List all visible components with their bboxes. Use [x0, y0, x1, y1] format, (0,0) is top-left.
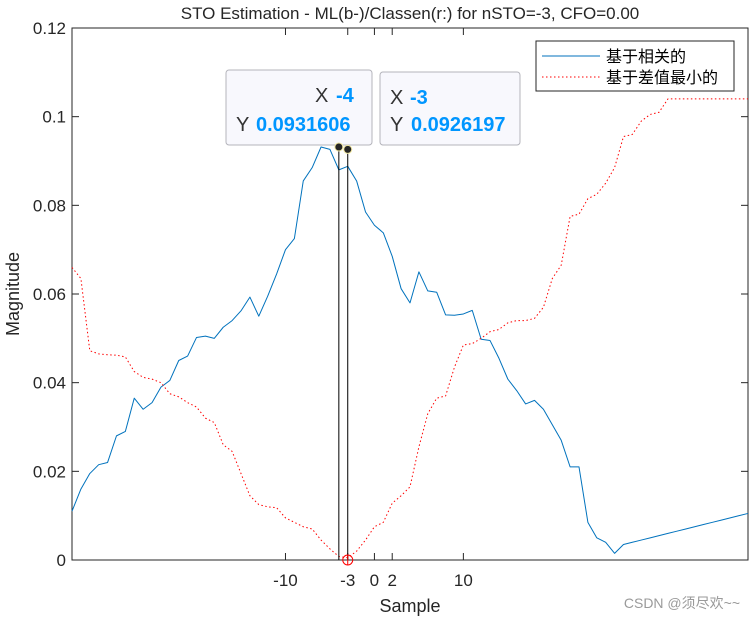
series-min-difference-line [71, 98, 748, 559]
series-layer [71, 98, 749, 559]
y-tick-label: 0.12 [33, 19, 66, 38]
y-tick-label: 0.02 [33, 462, 66, 481]
datatip-point-1[interactable] [334, 142, 344, 152]
datatip-layer: X -4 Y 0.0931606 X -3 Y 0.0926197 [225, 69, 521, 566]
datatip-2-x-label: X [390, 87, 403, 109]
datatip-box-2[interactable] [379, 71, 521, 146]
legend-label-min-difference: 基于差值最小的 [606, 69, 718, 87]
chart-title: STO Estimation - ML(b-)/Classen(r:) for … [181, 4, 640, 23]
x-axis-label: Sample [379, 596, 440, 616]
datatip-box-1[interactable] [225, 69, 373, 146]
datatip-1-y-label: Y [236, 114, 249, 136]
y-tick-label: 0.06 [33, 285, 66, 304]
datatip-point-2[interactable] [343, 144, 353, 154]
datatip-2-y-label: Y [390, 114, 403, 136]
x-tick-label: -10 [273, 571, 298, 590]
y-tick-label: 0 [57, 551, 66, 570]
series-correlation-line [71, 146, 749, 554]
x-axis: -10 -3 0 2 10 [273, 28, 473, 590]
legend: 基于相关的 基于差值最小的 [535, 40, 735, 92]
datatip-2-x-value: -3 [410, 87, 428, 109]
datatip-1-x-label: X [315, 85, 328, 107]
datatip-1-x-value: -4 [336, 85, 355, 107]
y-tick-label: 0.08 [33, 196, 66, 215]
y-axis-label: Magnitude [3, 252, 23, 336]
y-tick-label: 0.04 [33, 374, 66, 393]
x-tick-label: 2 [387, 571, 396, 590]
legend-label-correlation: 基于相关的 [606, 48, 686, 66]
x-tick-label: 0 [370, 571, 379, 590]
datatip-2-y-value: 0.0926197 [411, 114, 506, 136]
watermark: CSDN @须尽欢~~ [624, 595, 740, 611]
x-tick-label: -3 [340, 571, 355, 590]
datatip-1-y-value: 0.0931606 [256, 114, 351, 136]
y-tick-label: 0.1 [42, 108, 66, 127]
legend-box [535, 40, 735, 92]
y-axis: 0 0.02 0.04 0.06 0.08 0.1 0.12 [33, 19, 748, 570]
x-tick-label: 10 [454, 571, 473, 590]
